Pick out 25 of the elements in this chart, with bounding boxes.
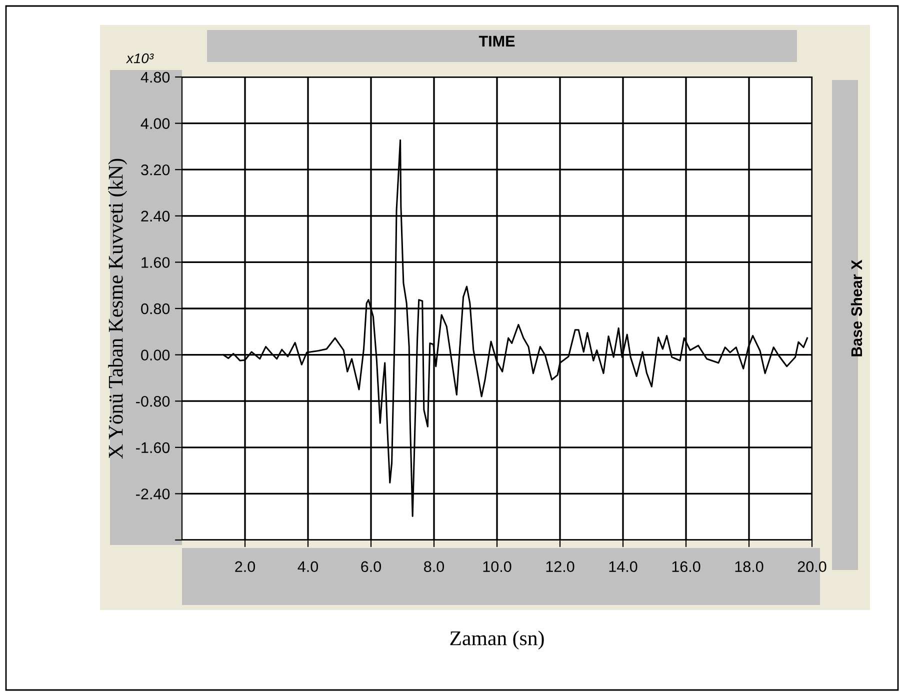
y-axis-title: X Yönü Taban Kesme Kuvveti (kN): [108, 158, 128, 459]
y-tick-label: 3.20: [141, 164, 170, 176]
y-tick-label: -0.80: [136, 396, 170, 407]
x-tick-label: 20.0: [798, 561, 826, 572]
x-tick-label: 16.0: [672, 561, 700, 572]
x-tick-label: 2.0: [235, 561, 256, 572]
text: x10³: [126, 53, 154, 64]
y-tick-label: 2.40: [141, 210, 170, 222]
x-tick-label: 18.0: [735, 561, 764, 572]
y-tick-label: 1.60: [142, 257, 170, 268]
x-axis-title: Zaman (sn): [450, 630, 544, 650]
x-tick-label: 6.0: [361, 561, 382, 572]
y-tick-label: 4.00: [140, 118, 170, 129]
y-tick-label: 0.00: [141, 350, 170, 360]
y2-axis-title: Base Shear X: [850, 260, 862, 356]
x-tick-label: 10.0: [483, 561, 512, 572]
y-tick-label: -2.40: [136, 488, 170, 500]
x-tick-label: 12.0: [546, 561, 574, 572]
chart-title: TIME: [478, 36, 515, 46]
x-tick-label: 4.0: [298, 561, 318, 572]
x-tick-label: 14.0: [609, 561, 638, 572]
x-tick-label: 8.0: [424, 561, 444, 572]
y-tick-label: 4.80: [140, 72, 170, 83]
y-tick-label: -1.60: [136, 442, 170, 454]
y-tick-label: 0.80: [141, 303, 170, 314]
